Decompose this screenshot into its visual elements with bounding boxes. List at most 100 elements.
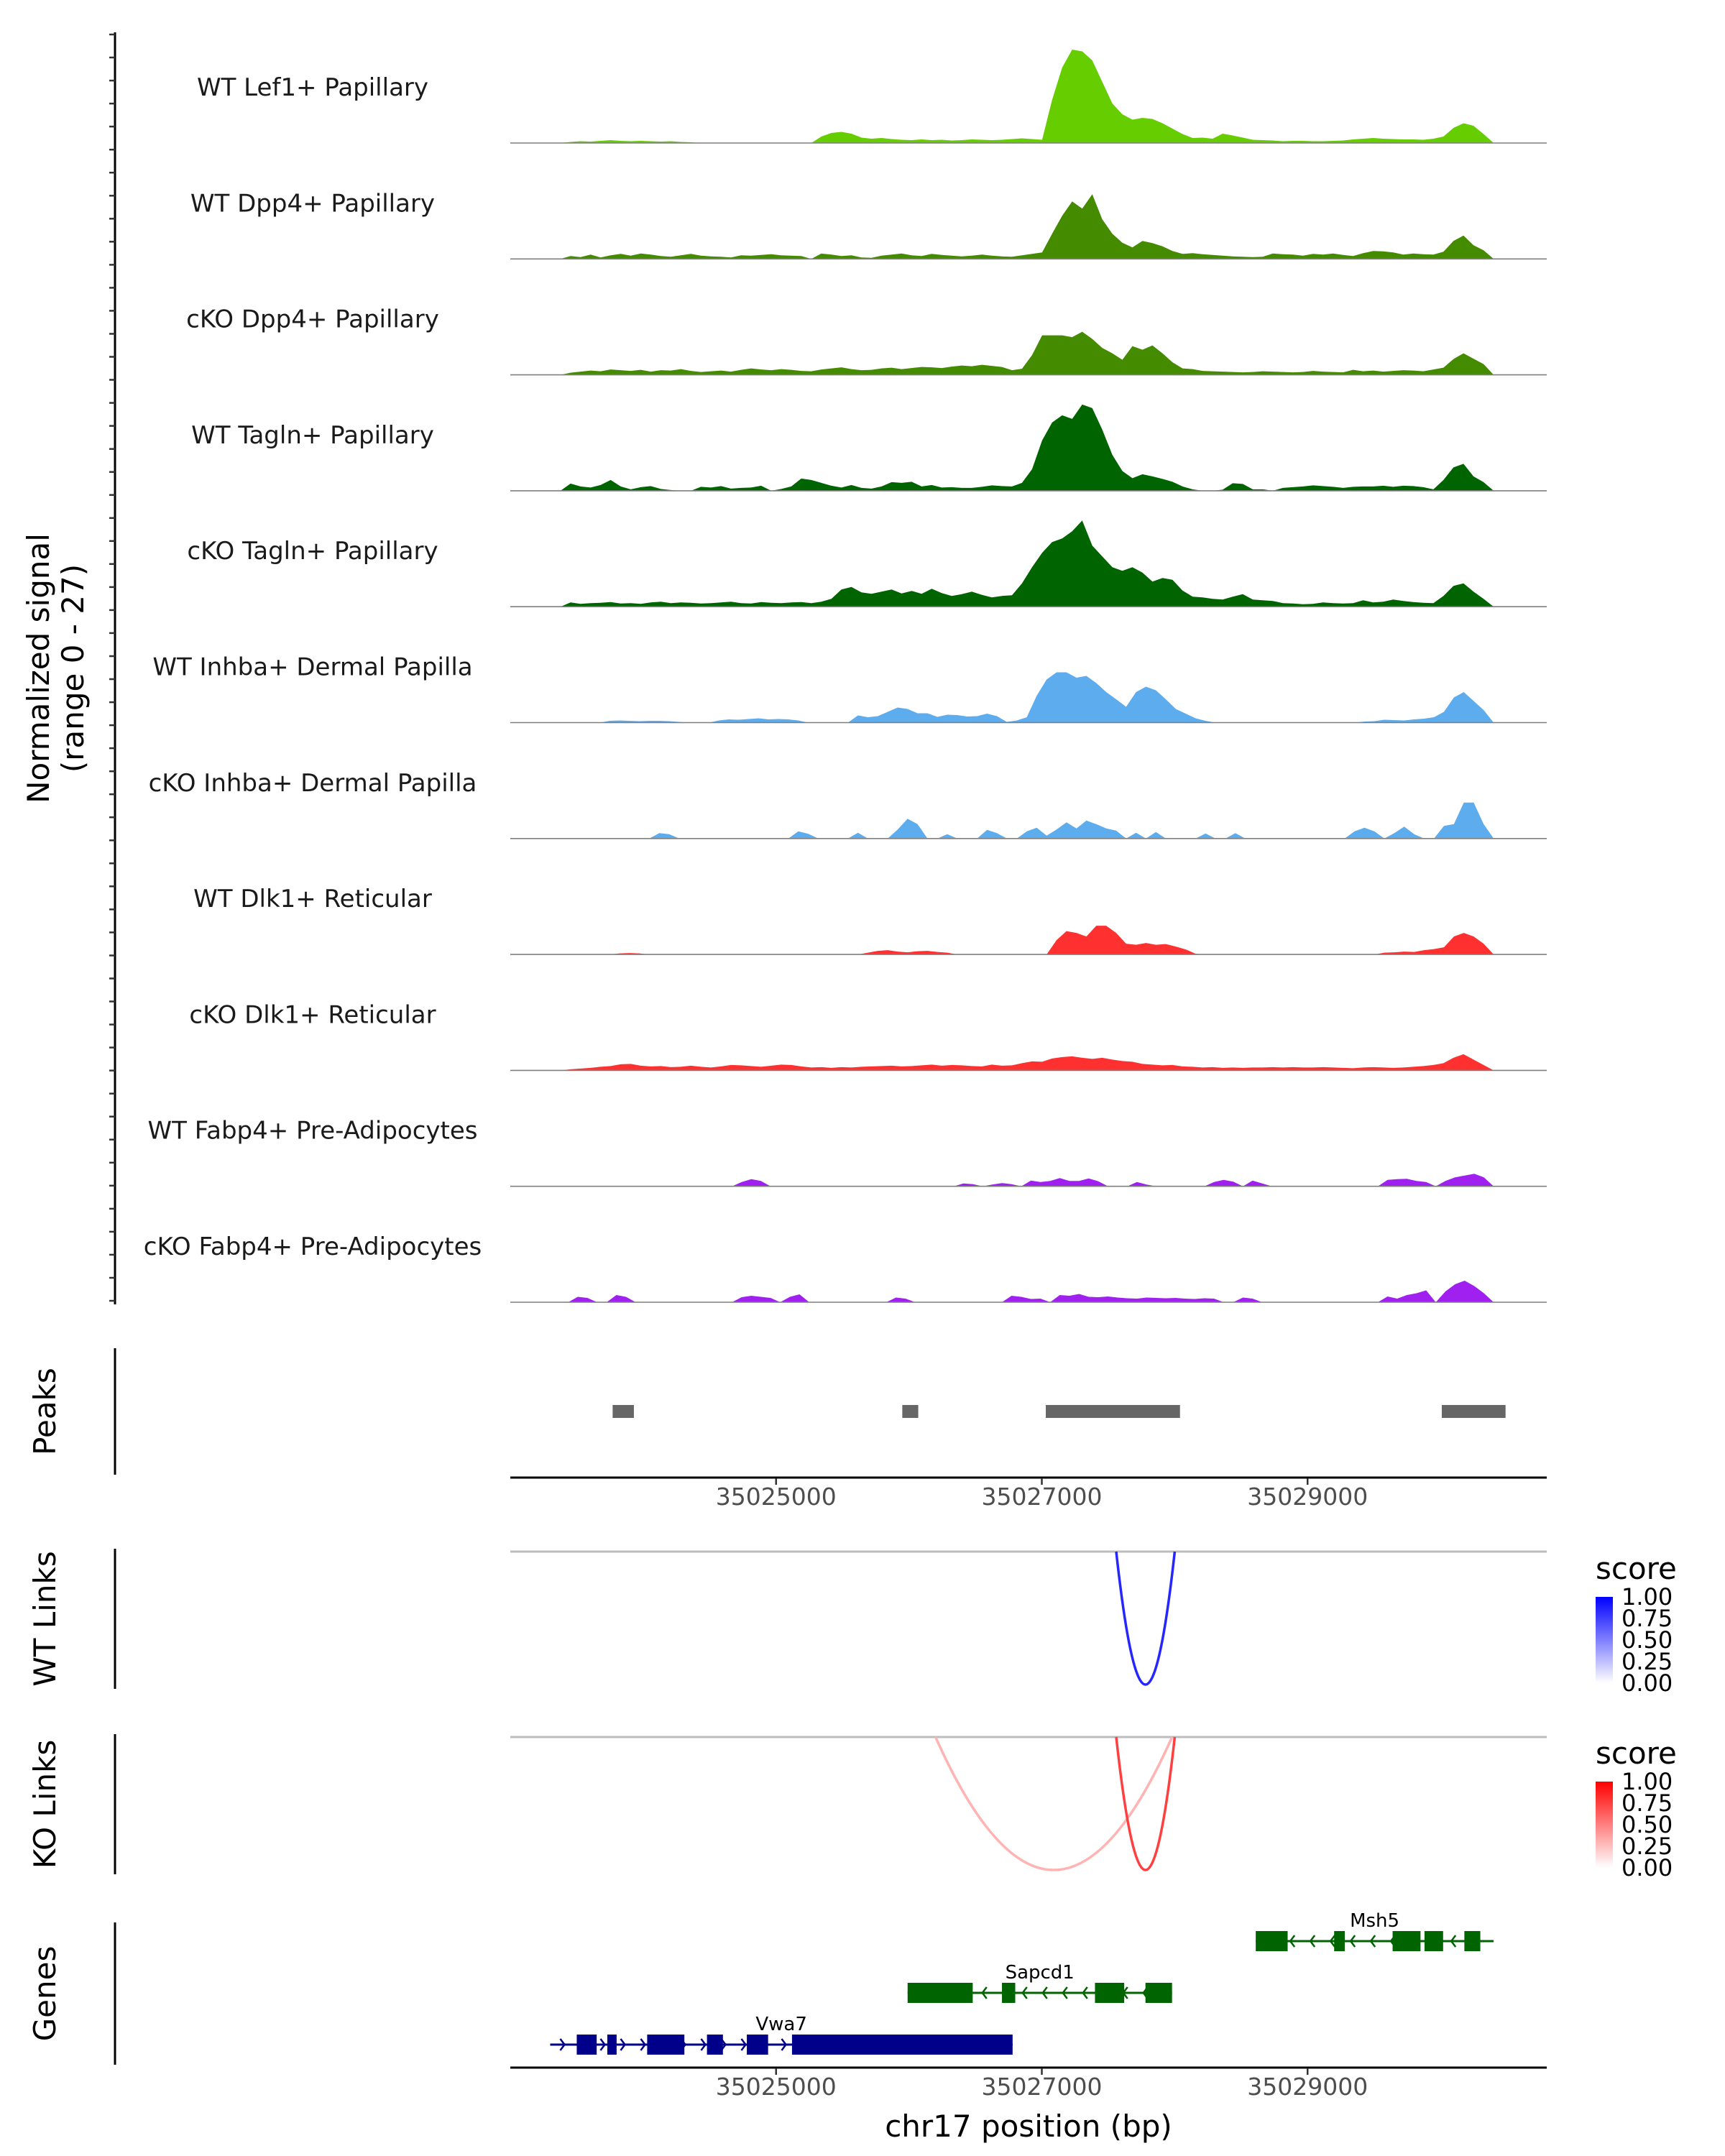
links-label: WT Links	[27, 1551, 63, 1686]
coverage-track: cKO Dpp4+ Papillary	[186, 305, 1547, 376]
legend-title: score	[1596, 1736, 1677, 1771]
coverage-track: WT Fabp4+ Pre-Adipocytes	[148, 1117, 1547, 1187]
gene-label: Sapcd1	[1006, 1962, 1075, 1984]
gene-exon	[747, 2035, 768, 2055]
legend-tick-label: 0.25	[1622, 1648, 1673, 1675]
coverage-y-label: Normalized signal	[21, 533, 56, 803]
coverage-track: WT Dpp4+ Papillary	[190, 189, 1547, 260]
gene-exon	[1145, 1983, 1172, 2003]
gene-exon	[1464, 1931, 1481, 1951]
strand-arrow	[599, 2038, 607, 2051]
peaks-label: Peaks	[27, 1368, 63, 1455]
strand-arrow	[640, 2038, 647, 2051]
gene-model: Sapcd1	[907, 1962, 1172, 2003]
strand-arrow	[1041, 1986, 1048, 1999]
x-tick-label: 35027000	[982, 2073, 1103, 2101]
legend-tick-label: 0.25	[1622, 1833, 1673, 1860]
peak-intervals	[612, 1405, 1506, 1418]
coverage-track: cKO Inhba+ Dermal Papilla	[149, 769, 1547, 839]
strand-arrow	[1369, 1935, 1376, 1948]
coverage-track: WT Dlk1+ Reticular	[193, 885, 1547, 955]
peak	[1441, 1405, 1506, 1418]
gene-exon	[1002, 1983, 1016, 2003]
gene-models: Msh5 Sapcd1 Vwa7	[550, 1910, 1494, 2055]
gene-exon	[1392, 1931, 1421, 1951]
track-label: cKO Dpp4+ Papillary	[186, 305, 439, 334]
gene-model: Msh5	[1256, 1910, 1494, 1951]
strand-arrow	[981, 1986, 988, 1999]
genes-x-ticks: 35025000 35027000 35029000	[716, 2068, 1368, 2101]
gene-exon	[1424, 1931, 1443, 1951]
coverage-area	[510, 926, 1494, 955]
strand-arrow	[1309, 1935, 1316, 1948]
coverage-track: cKO Dlk1+ Reticular	[189, 1000, 1547, 1072]
strand-arrow	[740, 2038, 748, 2051]
gene-exon	[1334, 1931, 1345, 1951]
x-tick-label: 35027000	[982, 1483, 1103, 1511]
links-panel: KO Links	[27, 1734, 1547, 1874]
peak	[612, 1405, 634, 1418]
coverage-track: cKO Tagln+ Papillary	[187, 520, 1547, 608]
legend-tick-label: 0.00	[1622, 1669, 1673, 1697]
x-axis-title: chr17 position (bp)	[885, 2109, 1172, 2144]
gene-exon	[907, 1983, 973, 2003]
coverage-area	[510, 50, 1494, 143]
strand-arrow	[620, 2038, 627, 2051]
links-label: KO Links	[27, 1740, 63, 1869]
track-label: WT Fabp4+ Pre-Adipocytes	[148, 1117, 478, 1146]
legend-title: score	[1596, 1551, 1677, 1586]
coverage-area	[510, 672, 1494, 723]
peak	[1046, 1405, 1180, 1418]
x-tick-label: 35029000	[1247, 2073, 1368, 2101]
coverage-area	[510, 331, 1494, 375]
strand-arrow	[1329, 1935, 1336, 1948]
legend-tick-label: 0.50	[1622, 1811, 1673, 1838]
strand-arrow	[1082, 1986, 1088, 1999]
coverage-area	[510, 520, 1494, 607]
track-label: WT Inhba+ Dermal Papilla	[152, 653, 472, 682]
x-tick-label: 35029000	[1247, 1483, 1368, 1511]
gene-exon	[707, 2035, 723, 2055]
legend-tick-label: 0.75	[1622, 1789, 1673, 1817]
gene-model: Vwa7	[550, 2014, 1013, 2055]
track-label: WT Dpp4+ Papillary	[190, 189, 435, 218]
link-arc	[1115, 1736, 1177, 1871]
track-label: WT Tagln+ Papillary	[191, 421, 434, 450]
coverage-tracks: WT Lef1+ Papillary WT Dpp4+ Papillary cKO …	[144, 50, 1547, 1303]
coverage-area	[510, 802, 1494, 839]
coverage-track: WT Inhba+ Dermal Papilla	[152, 653, 1547, 724]
x-tick-label: 35025000	[716, 2073, 837, 2101]
peaks-panel: Peaks 35025000 35027000 35029000	[27, 1348, 1547, 1511]
coverage-y-ticks	[109, 33, 115, 1302]
strand-arrow	[1289, 1935, 1296, 1948]
coverage-y-label-range: (range 0 - 27)	[55, 564, 91, 773]
strand-arrow	[1062, 1986, 1068, 1999]
genes-label: Genes	[27, 1946, 63, 2042]
x-tick-label: 35025000	[716, 1483, 837, 1511]
track-label: cKO Tagln+ Papillary	[187, 537, 438, 566]
gene-label: Vwa7	[755, 2014, 807, 2035]
gene-exon	[607, 2035, 617, 2055]
coverage-area	[510, 404, 1494, 491]
legend-tick-label: 0.00	[1622, 1854, 1673, 1881]
strand-arrow	[559, 2038, 566, 2051]
track-label: WT Lef1+ Papillary	[197, 73, 428, 102]
track-label: cKO Dlk1+ Reticular	[189, 1000, 436, 1029]
link-arc	[934, 1736, 1174, 1871]
peak	[902, 1405, 919, 1418]
track-label: cKO Inhba+ Dermal Papilla	[149, 769, 477, 798]
gene-exon	[576, 2035, 597, 2055]
coverage-track: cKO Fabp4+ Pre-Adipocytes	[144, 1233, 1547, 1303]
coverage-area	[510, 1054, 1494, 1071]
legend-tick-label: 0.50	[1622, 1626, 1673, 1654]
coverage-area	[510, 1281, 1494, 1302]
gene-exon	[647, 2035, 685, 2055]
gene-exon	[1256, 1931, 1288, 1951]
gene-exon	[791, 2035, 1013, 2055]
link-arc	[1115, 1551, 1177, 1686]
